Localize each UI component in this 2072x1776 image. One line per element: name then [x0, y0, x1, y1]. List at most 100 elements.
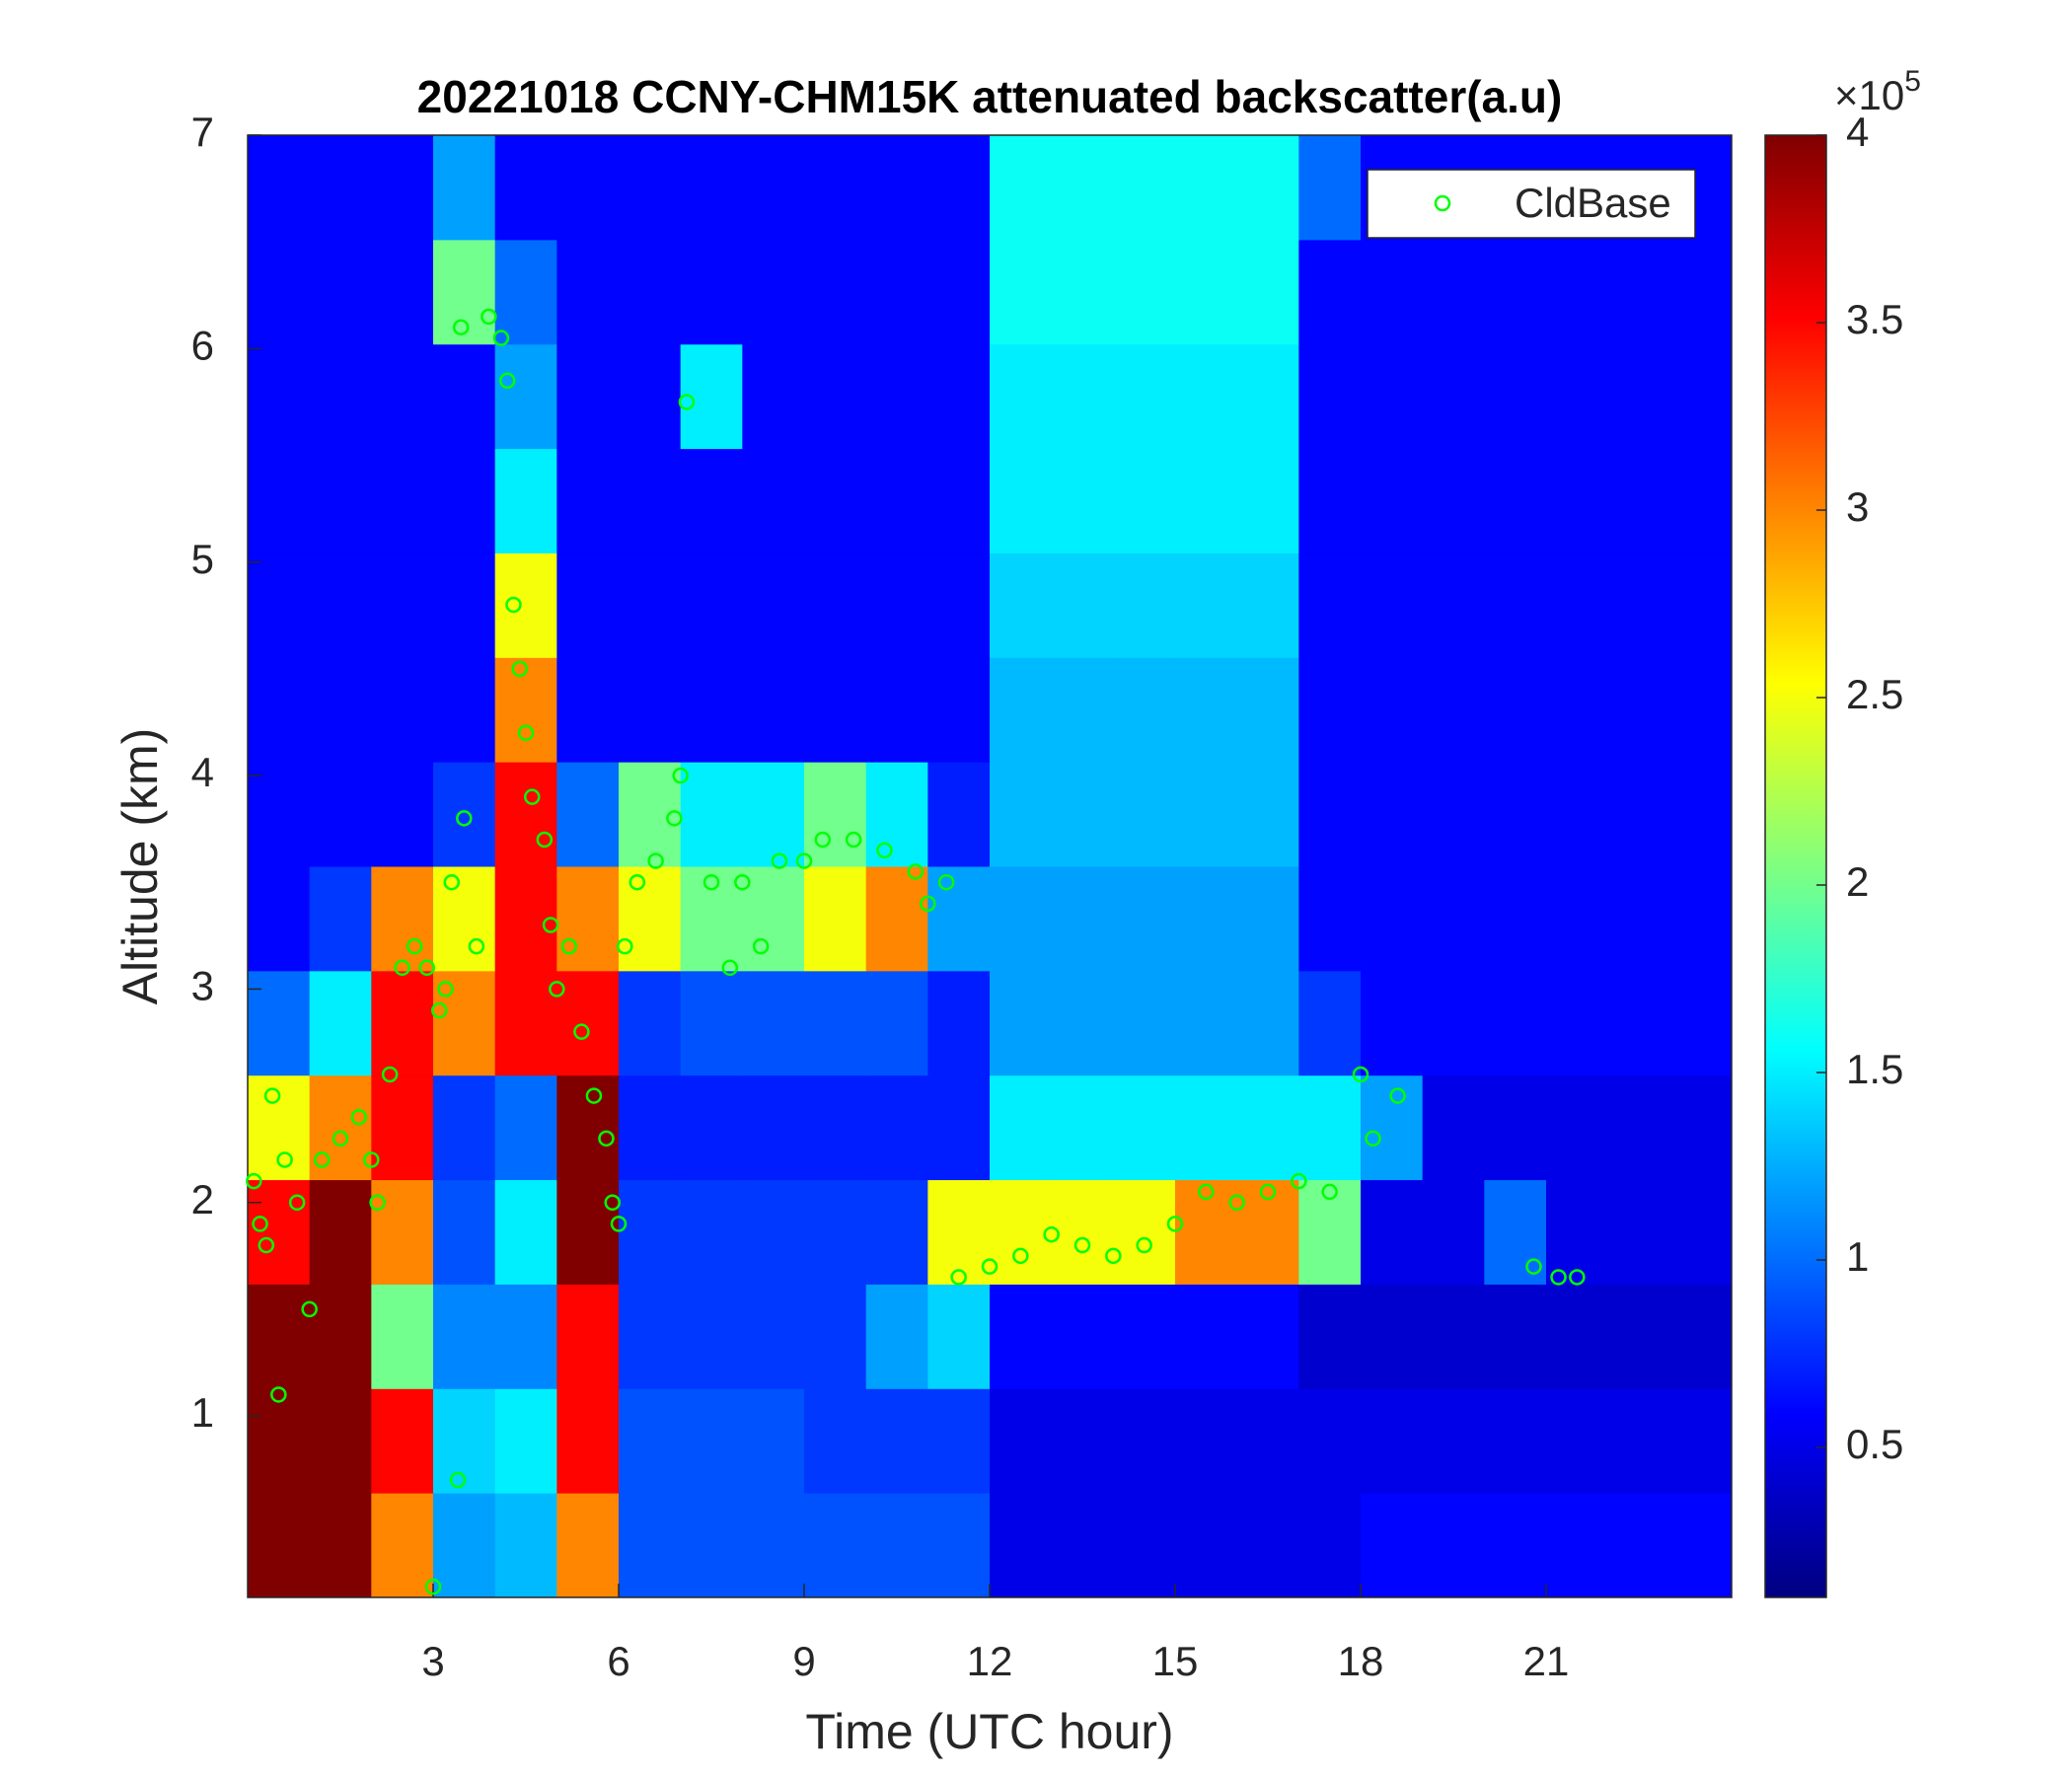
heatmap-cell: [248, 866, 311, 972]
heatmap-cell: [494, 1493, 557, 1598]
heatmap-cell: [371, 970, 434, 1076]
heatmap-cell: [742, 448, 805, 554]
heatmap-cell: [1422, 448, 1485, 554]
cloud-base-point: [549, 981, 565, 998]
heatmap-cell: [494, 343, 557, 450]
heatmap-cell: [1051, 343, 1114, 450]
y-tick-label: 4: [191, 749, 214, 795]
heatmap-cell: [371, 135, 434, 241]
colorbar-tick-label: 3.5: [1846, 296, 1903, 342]
heatmap-cell: [1236, 553, 1299, 658]
heatmap-cell: [990, 1074, 1053, 1181]
cloud-base-point: [369, 1194, 386, 1212]
heatmap-cell: [1607, 657, 1670, 763]
cloud-base-point: [703, 873, 720, 891]
heatmap-cell: [1051, 135, 1114, 241]
heatmap-cell: [1484, 1179, 1547, 1285]
heatmap-cell: [556, 657, 620, 763]
heatmap-cell: [1113, 1179, 1176, 1285]
colorbar-tick-label: 4: [1846, 109, 1869, 155]
heatmap-cell: [990, 657, 1053, 763]
heatmap-cell: [742, 239, 805, 345]
heatmap-cell: [1361, 1388, 1424, 1494]
heatmap-cell: [990, 448, 1053, 554]
heatmap: [248, 135, 1733, 1598]
heatmap-cell: [990, 1388, 1053, 1494]
heatmap-cell: [619, 970, 682, 1076]
heatmap-cell: [556, 1388, 620, 1494]
heatmap-cell: [433, 1284, 496, 1389]
heatmap-cell: [1236, 1074, 1299, 1181]
heatmap-cell: [927, 1388, 991, 1494]
heatmap-cell: [1669, 448, 1733, 554]
heatmap-cell: [1298, 1074, 1362, 1181]
heatmap-cell: [804, 135, 867, 241]
cloud-base-point: [1259, 1183, 1277, 1201]
heatmap-cell: [1298, 762, 1362, 867]
cloud-base-point: [505, 596, 522, 614]
heatmap-cell: [1422, 657, 1485, 763]
heatmap-cell: [494, 448, 557, 554]
legend-label: CldBase: [1515, 180, 1671, 226]
heatmap-cell: [1484, 762, 1547, 867]
heatmap-cell: [1113, 1388, 1176, 1494]
heatmap-cell: [248, 1493, 311, 1598]
heatmap-cell: [804, 239, 867, 345]
heatmap-cell: [927, 970, 991, 1076]
heatmap-cell: [556, 762, 620, 867]
heatmap-cell: [1669, 1388, 1733, 1494]
legend-box: [1367, 169, 1696, 239]
heatmap-cell: [1051, 553, 1114, 658]
cloud-base-point: [604, 1194, 621, 1212]
heatmap-cell: [1669, 553, 1733, 658]
cloud-base-point: [301, 1300, 318, 1318]
heatmap-cell: [865, 1284, 928, 1389]
heatmap-cell: [1298, 448, 1362, 554]
heatmap-cell: [1113, 762, 1176, 867]
heatmap-cell: [433, 239, 496, 345]
heatmap-cell: [1546, 1074, 1609, 1181]
heatmap-cell: [990, 1493, 1053, 1598]
heatmap-cell: [556, 970, 620, 1076]
heatmap-cell: [433, 970, 496, 1076]
heatmap-cell: [1236, 657, 1299, 763]
heatmap-cell: [433, 135, 496, 241]
heatmap-cell: [742, 866, 805, 972]
overlay: 3 6 9 12 15 18 2112345670.511.522.533.54CldBas…: [191, 109, 1904, 1684]
cloud-base-point: [672, 767, 689, 784]
heatmap-cell: [371, 1493, 434, 1598]
heatmap-cell: [619, 239, 682, 345]
cloud-base-point: [252, 1216, 268, 1232]
y-tick-label: 1: [191, 1389, 214, 1436]
heatmap-cell: [680, 239, 743, 345]
heatmap-cell: [804, 553, 867, 658]
cloud-base-point: [1365, 1130, 1381, 1147]
heatmap-cell: [433, 866, 496, 972]
cloud-base-point: [350, 1108, 368, 1126]
heatmap-cell: [680, 135, 743, 241]
heatmap-cell: [1298, 657, 1362, 763]
heatmap-cell: [1607, 762, 1670, 867]
heatmap-cell: [990, 239, 1053, 345]
heatmap-cell: [1175, 1284, 1238, 1389]
colorbar-tick-label: 1: [1846, 1233, 1869, 1280]
heatmap-cell: [1361, 1179, 1424, 1285]
heatmap-cell: [1175, 343, 1238, 450]
heatmap-cell: [680, 1388, 743, 1494]
heatmap-cell: [1669, 762, 1733, 867]
heatmap-cell: [927, 1284, 991, 1389]
cloud-base-point: [721, 959, 739, 977]
heatmap-cell: [1236, 1388, 1299, 1494]
heatmap-cell: [1236, 762, 1299, 867]
heatmap-cell: [309, 1284, 372, 1389]
heatmap-cell: [1051, 1074, 1114, 1181]
heatmap-cell: [1484, 1284, 1547, 1389]
heatmap-cell: [990, 1284, 1053, 1389]
cloud-base-point: [647, 852, 664, 869]
heatmap-cell: [371, 553, 434, 658]
heatmap-cell: [1607, 1074, 1670, 1181]
cloud-base-point: [452, 319, 470, 335]
colorbar-tick-label: 3: [1846, 483, 1869, 530]
cloud-base-point: [258, 1236, 275, 1254]
heatmap-cell: [1113, 135, 1176, 241]
